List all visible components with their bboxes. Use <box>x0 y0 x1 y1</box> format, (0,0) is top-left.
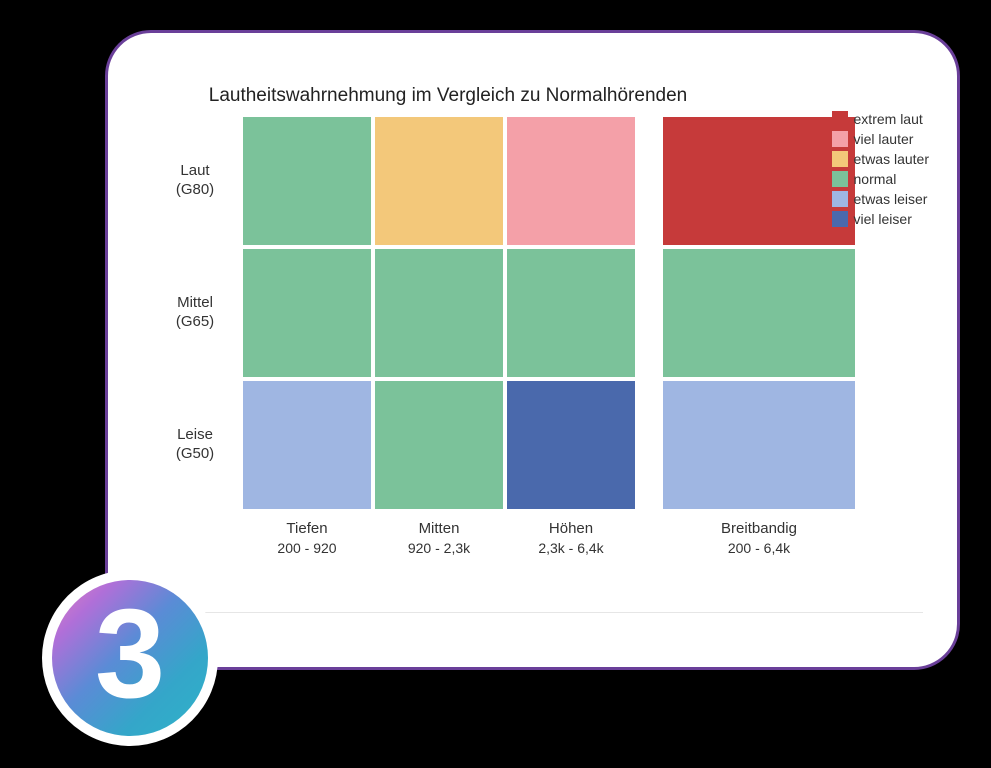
legend-swatch <box>832 211 848 227</box>
x-label-text: Höhen <box>507 519 635 539</box>
x-label-breitbandig: Breitbandig 200 - 6,4k <box>663 519 855 647</box>
grid-gap <box>639 117 663 245</box>
heatmap-row <box>243 117 859 245</box>
grid-gap <box>639 381 663 509</box>
x-label-text: Mitten <box>375 519 503 539</box>
y-label-laut: Laut (G80) <box>153 117 237 245</box>
x-label-hoehen: Höhen 2,3k - 6,4k <box>507 519 635 647</box>
legend-label: extrem laut <box>854 111 923 127</box>
x-label-mitten: Mitten 920 - 2,3k <box>375 519 503 647</box>
heatmap-cell <box>663 117 855 245</box>
x-label-sub: 920 - 2,3k <box>375 539 503 558</box>
x-label-tiefen: Tiefen 200 - 920 <box>243 519 371 647</box>
legend-item: extrem laut <box>832 111 929 127</box>
grid-gap <box>639 249 663 377</box>
heatmap-cell <box>375 381 503 509</box>
heatmap-cell <box>243 381 371 509</box>
x-gap <box>639 519 663 647</box>
y-label-text: Leise <box>177 426 213 445</box>
legend-label: etwas lauter <box>854 151 929 167</box>
divider <box>142 612 923 613</box>
heatmap-cell <box>663 381 855 509</box>
legend: extrem laut viel lauter etwas lauter normal… <box>832 111 929 231</box>
x-axis-labels: Tiefen 200 - 920 Mitten 920 - 2,3k Höhen… <box>243 519 859 647</box>
legend-item: viel lauter <box>832 131 929 147</box>
y-label-mittel: Mittel (G65) <box>153 249 237 377</box>
legend-swatch <box>832 151 848 167</box>
heatmap-row <box>243 381 859 509</box>
heatmap-cell <box>375 249 503 377</box>
legend-swatch <box>832 111 848 127</box>
legend-swatch <box>832 171 848 187</box>
heatmap-cell <box>507 249 635 377</box>
y-label-text: Laut <box>180 162 209 181</box>
legend-item: etwas lauter <box>832 151 929 167</box>
heatmap-cell <box>243 117 371 245</box>
y-label-sub: (G50) <box>176 445 214 464</box>
heatmap-cell <box>243 249 371 377</box>
heatmap-grid <box>243 117 859 509</box>
badge-inner: 3 <box>52 580 208 736</box>
y-label-sub: (G65) <box>176 313 214 332</box>
x-label-text: Breitbandig <box>663 519 855 539</box>
legend-item: etwas leiser <box>832 191 929 207</box>
y-label-text: Mittel <box>177 294 213 313</box>
heatmap-cell <box>663 249 855 377</box>
x-label-sub: 200 - 6,4k <box>663 539 855 558</box>
legend-label: normal <box>854 171 897 187</box>
legend-item: viel leiser <box>832 211 929 227</box>
legend-label: viel leiser <box>854 211 912 227</box>
legend-label: viel lauter <box>854 131 914 147</box>
legend-item: normal <box>832 171 929 187</box>
x-label-sub: 200 - 920 <box>243 539 371 558</box>
heatmap-cell <box>507 117 635 245</box>
heatmap-cell <box>507 381 635 509</box>
legend-label: etwas leiser <box>854 191 928 207</box>
heatmap-cell <box>375 117 503 245</box>
chart-panel: Lautheitswahrnehmung im Vergleich zu Nor… <box>105 30 960 670</box>
y-axis-labels: Laut (G80) Mittel (G65) Leise (G50) <box>153 117 237 509</box>
x-label-text: Tiefen <box>243 519 371 539</box>
x-label-sub: 2,3k - 6,4k <box>507 539 635 558</box>
heatmap-row <box>243 249 859 377</box>
y-label-leise: Leise (G50) <box>153 381 237 509</box>
legend-swatch <box>832 191 848 207</box>
y-label-sub: (G80) <box>176 181 214 200</box>
badge-number: 3 <box>95 591 165 717</box>
chart-title: Lautheitswahrnehmung im Vergleich zu Nor… <box>108 85 788 107</box>
step-badge: 3 <box>42 570 218 746</box>
legend-swatch <box>832 131 848 147</box>
